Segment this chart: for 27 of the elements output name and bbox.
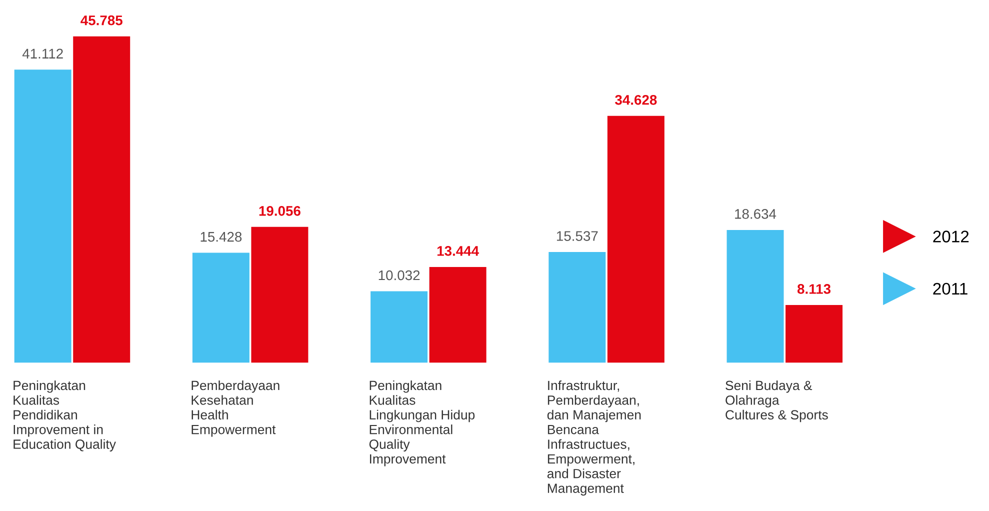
bar — [429, 266, 486, 363]
data-label: 15.537 — [556, 231, 598, 241]
bar — [14, 70, 72, 363]
x-tick-label: Infrastruktur, Pemberdayaan, dan Manajemen Bencana Infrastructues, Empowerment, and Disaster Management — [547, 380, 641, 496]
bar — [370, 291, 428, 363]
x-tick-label: Peningkatan Kualitas Lingkungan Hidup Environmental Quality Improvement — [369, 380, 475, 466]
data-label: 18.634 — [735, 209, 776, 219]
data-label: 13.444 — [437, 246, 479, 256]
data-label: 15.428 — [200, 232, 242, 242]
data-label: 41.112 — [22, 48, 63, 58]
data-label: 45.785 — [80, 15, 122, 26]
x-tick-label: Pemberdayaan Kesehatan Health Empowerment — [192, 380, 280, 437]
data-label: 19.056 — [259, 206, 300, 216]
bar — [786, 304, 843, 363]
data-label: 8.113 — [797, 284, 831, 294]
data-label: 10.032 — [378, 270, 420, 280]
data-label: 34.628 — [615, 94, 657, 105]
bar — [73, 36, 130, 363]
bar — [607, 116, 664, 363]
x-tick-label: Peningkatan Kualitas Pendidikan Improvement in Education Quality — [14, 380, 116, 452]
bar — [726, 230, 784, 363]
legend-label: 2012 — [933, 230, 969, 242]
bar — [548, 252, 606, 363]
bar — [192, 252, 250, 363]
bar — [251, 226, 308, 363]
x-tick-label: Seni Budaya & Olahraga Cultures & Sports — [726, 380, 828, 422]
legend-label: 2011 — [933, 282, 968, 295]
